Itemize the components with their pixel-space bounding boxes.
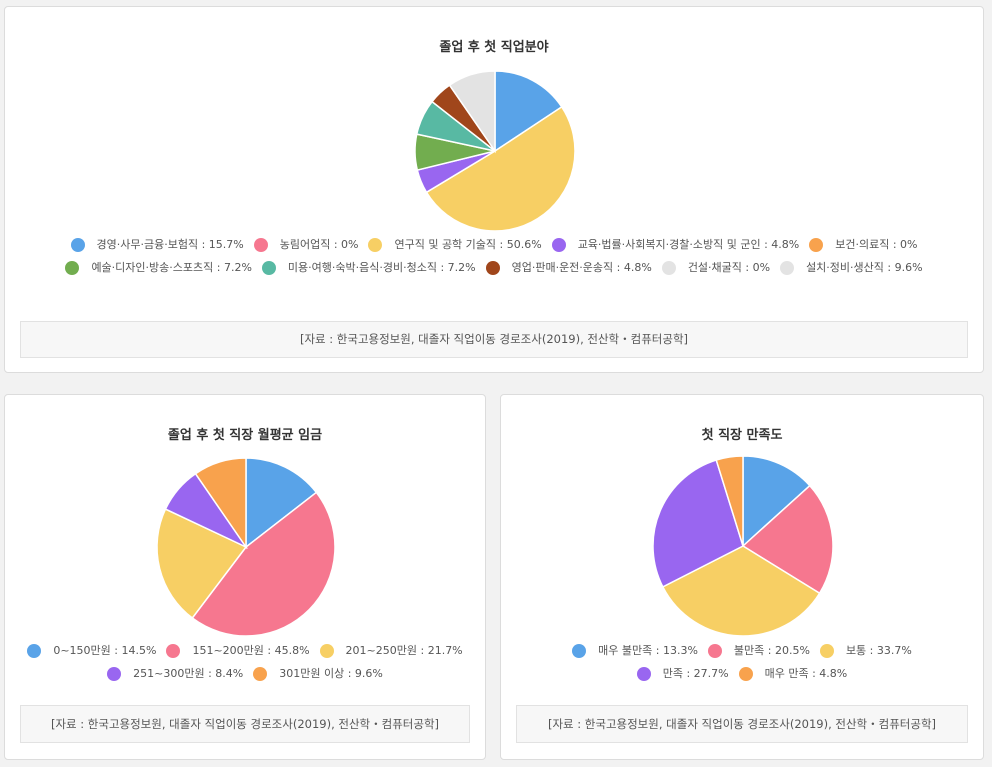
pie-slice	[741, 484, 834, 595]
legend-item: 불만족 : 20.5%	[707, 640, 810, 663]
legend-item: 농림어업직 : 0%	[253, 234, 359, 257]
legend-label: 미용·여행·숙박·음식·경비·청소직 : 7.2%	[287, 260, 476, 274]
pie-slice	[245, 457, 318, 549]
legend-label: 설치·정비·생산직 : 9.6%	[806, 260, 923, 274]
legend-label: 만족 : 27.7%	[662, 666, 729, 680]
source-note: [자료 : 한국고용정보원, 대졸자 직업이동 경로조사(2019), 전산학・…	[516, 705, 968, 743]
pie-slice	[652, 459, 744, 588]
legend-swatch-icon	[636, 666, 651, 681]
legend-swatch-icon	[253, 666, 268, 681]
legend-label: 연구직 및 공학 기술직 : 50.6%	[394, 238, 542, 251]
legend-label: 201~250만원 : 21.7%	[345, 644, 463, 657]
legend-item: 설치·정비·생산직 : 9.6%	[780, 257, 923, 280]
legend-item: 301만원 이상 : 9.6%	[253, 663, 383, 686]
legend-label: 매우 만족 : 4.8%	[764, 666, 848, 680]
pie-slice	[494, 70, 563, 153]
legend-item: 예술·디자인·방송·스포츠직 : 7.2%	[65, 257, 252, 280]
chart-legend: 매우 불만족 : 13.3% 불만족 : 20.5% 보통 : 33.7% 만족 : …	[521, 640, 963, 685]
satisfaction-pie	[652, 455, 834, 637]
legend-label: 0~150만원 : 14.5%	[53, 644, 157, 657]
legend-label: 매우 불만족 : 13.3%	[598, 644, 698, 657]
chart-title: 졸업 후 첫 직업분야	[439, 40, 549, 55]
legend-swatch-icon	[65, 260, 80, 275]
legend-item: 151~200만원 : 45.8%	[166, 640, 310, 663]
legend-swatch-icon	[780, 260, 795, 275]
satisfaction-chart-card: 첫 직장 만족도 매우 불만족 : 13.3% 불만족 : 20.5% 보통 : 3…	[500, 394, 984, 760]
job-field-pie	[414, 70, 576, 232]
legend-swatch-icon	[551, 238, 566, 253]
legend-swatch-icon	[253, 238, 268, 253]
legend-item: 매우 불만족 : 13.3%	[572, 640, 698, 663]
legend-swatch-icon	[107, 666, 122, 681]
pie-slice	[448, 70, 496, 154]
legend-label: 교육·법률·사회복지·경찰·소방직 및 군인 : 4.8%	[577, 238, 800, 251]
job-field-chart-card: 졸업 후 첫 직업분야 경영·사무·금융·보험직 : 15.7% 농림어업직 : …	[4, 6, 984, 373]
chart-title: 졸업 후 첫 직장 월평균 임금	[167, 428, 323, 443]
legend-swatch-icon	[368, 238, 383, 253]
legend-item: 경영·사무·금융·보험직 : 15.7%	[70, 234, 244, 257]
pie-slice	[194, 457, 247, 550]
chart-legend: 0~150만원 : 14.5% 151~200만원 : 45.8% 201~250만…	[19, 640, 471, 685]
legend-label: 불만족 : 20.5%	[733, 644, 810, 657]
pie-slice	[156, 508, 248, 620]
legend-item: 연구직 및 공학 기술직 : 50.6%	[368, 234, 542, 257]
legend-swatch-icon	[572, 644, 587, 659]
pie-slice	[191, 491, 336, 637]
legend-swatch-icon	[166, 644, 181, 659]
legend-swatch-icon	[661, 260, 676, 275]
source-note: [자료 : 한국고용정보원, 대졸자 직업이동 경로조사(2019), 전산학・…	[20, 321, 968, 358]
legend-label: 영업·판매·운전·운송직 : 4.8%	[511, 260, 652, 274]
legend-label: 농림어업직 : 0%	[279, 238, 359, 251]
legend-item: 건설·채굴직 : 0%	[661, 257, 771, 280]
legend-item: 미용·여행·숙박·음식·경비·청소직 : 7.2%	[261, 257, 476, 280]
legend-label: 151~200만원 : 45.8%	[192, 644, 310, 657]
pie-slice	[742, 455, 811, 548]
legend-swatch-icon	[319, 644, 334, 659]
legend-item: 보통 : 33.7%	[819, 640, 912, 663]
pie-slice	[661, 545, 821, 637]
source-note: [자료 : 한국고용정보원, 대졸자 직업이동 경로조사(2019), 전산학・…	[20, 705, 470, 743]
legend-swatch-icon	[707, 644, 722, 659]
legend-item: 영업·판매·운전·운송직 : 4.8%	[485, 257, 652, 280]
chart-legend: 경영·사무·금융·보험직 : 15.7% 농림어업직 : 0% 연구직 및 공학 기…	[13, 234, 975, 279]
pie-slice	[715, 455, 744, 547]
salary-pie	[156, 457, 336, 637]
legend-label: 건설·채굴직 : 0%	[687, 260, 771, 274]
legend-item: 만족 : 27.7%	[636, 663, 729, 686]
legend-label: 예술·디자인·방송·스포츠직 : 7.2%	[91, 260, 252, 274]
legend-swatch-icon	[809, 238, 824, 253]
legend-item: 보건·의료직 : 0%	[809, 234, 917, 257]
legend-swatch-icon	[261, 260, 276, 275]
legend-label: 251~300만원 : 8.4%	[133, 666, 244, 680]
salary-chart-card: 졸업 후 첫 직장 월평균 임금 0~150만원 : 14.5% 151~200만…	[4, 394, 486, 760]
legend-item: 251~300만원 : 8.4%	[107, 663, 243, 686]
legend-label: 301만원 이상 : 9.6%	[279, 666, 383, 680]
legend-swatch-icon	[70, 238, 85, 253]
pie-slice	[425, 105, 576, 232]
legend-swatch-icon	[485, 260, 500, 275]
legend-label: 보건·의료직 : 0%	[835, 238, 918, 251]
chart-title: 첫 직장 만족도	[701, 428, 783, 443]
legend-label: 보통 : 33.7%	[845, 644, 912, 657]
legend-swatch-icon	[819, 644, 834, 659]
legend-item: 0~150만원 : 14.5%	[27, 640, 156, 663]
legend-item: 매우 만족 : 4.8%	[738, 663, 848, 686]
legend-swatch-icon	[738, 666, 753, 681]
legend-label: 경영·사무·금융·보험직 : 15.7%	[96, 238, 244, 251]
legend-item: 교육·법률·사회복지·경찰·소방직 및 군인 : 4.8%	[551, 234, 800, 257]
legend-swatch-icon	[27, 644, 42, 659]
legend-item: 201~250만원 : 21.7%	[319, 640, 463, 663]
